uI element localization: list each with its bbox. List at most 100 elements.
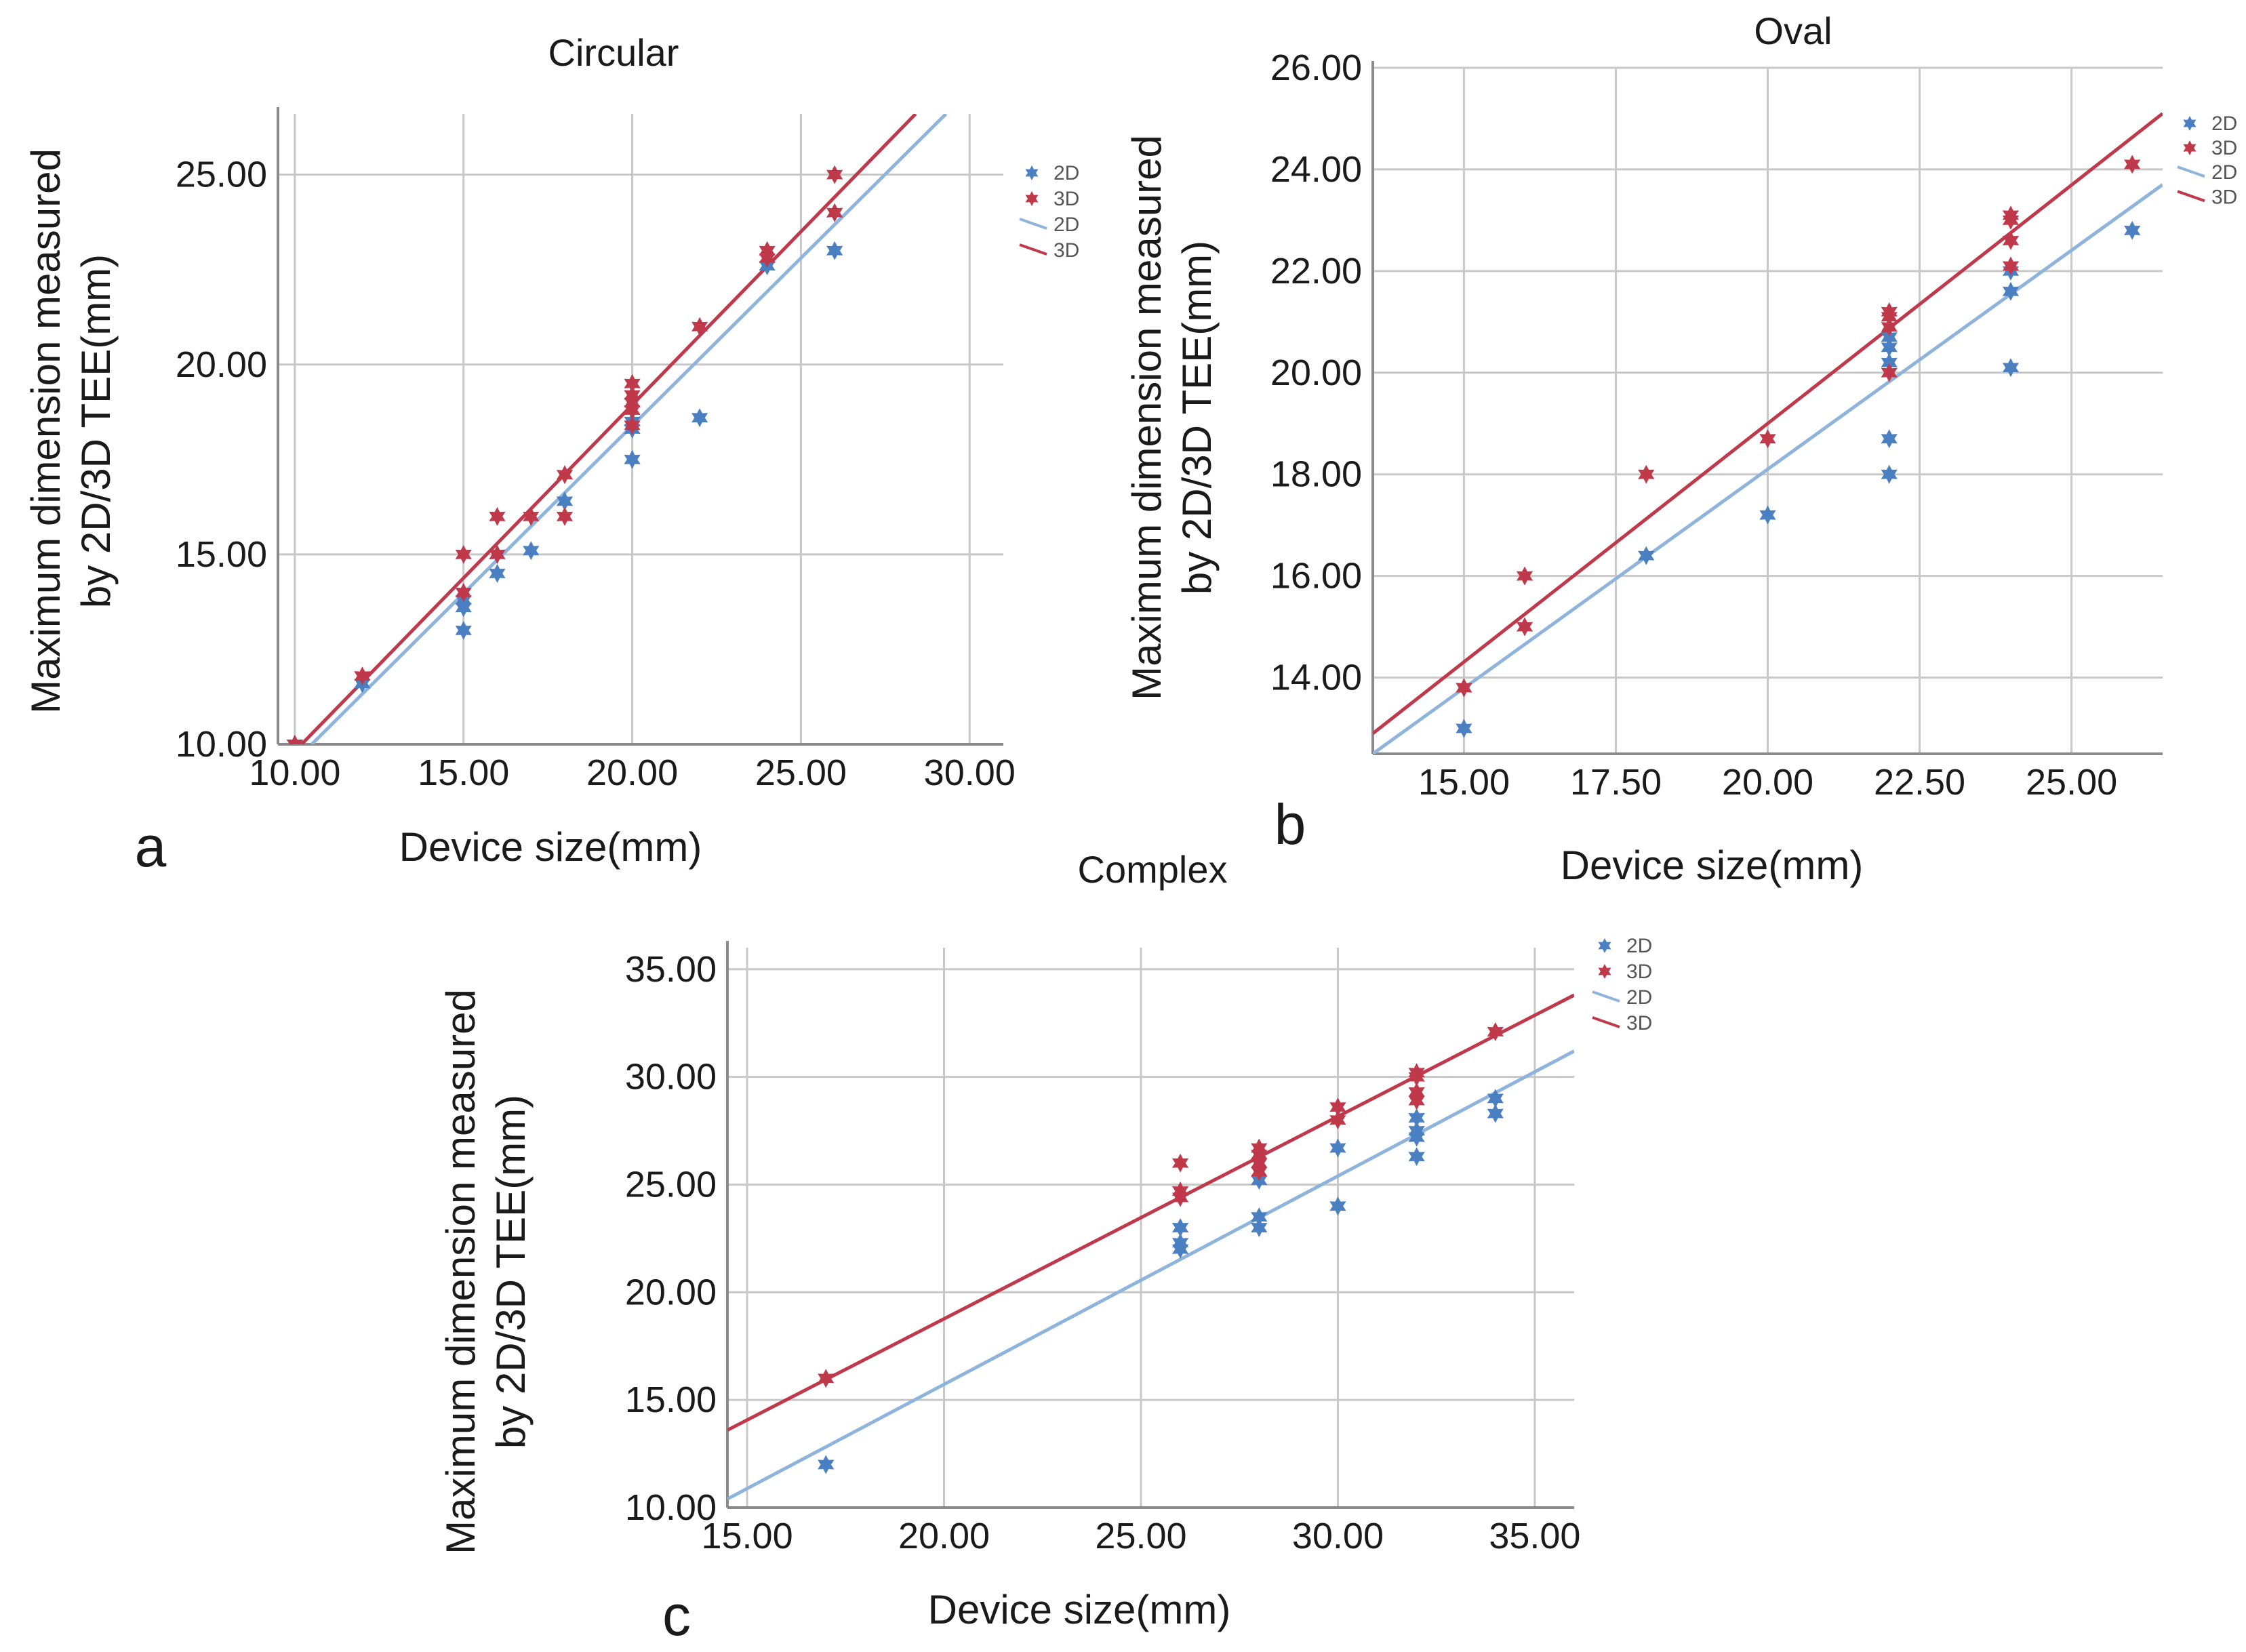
- x-tick-label: 30.00: [1292, 1516, 1384, 1556]
- fit-line-2d: [1373, 183, 2163, 754]
- legend-label: 3D: [1054, 239, 1079, 262]
- x-tick-label: 25.00: [755, 752, 847, 793]
- chart-title: Complex: [1078, 848, 1228, 891]
- point-2d: [1251, 1218, 1268, 1237]
- fit-line-2d: [727, 1049, 1574, 1501]
- chart-title: Oval: [1754, 9, 1832, 52]
- chart-title: Circular: [548, 31, 679, 74]
- point-3d: [818, 1369, 835, 1388]
- point-3d: [1516, 617, 1533, 637]
- point-3d: [624, 374, 641, 393]
- plot-area: [1373, 112, 2163, 754]
- legend-label: 2D: [1626, 986, 1652, 1009]
- legend-line-3d: [1592, 1016, 1620, 1028]
- point-3d: [1251, 1138, 1268, 1158]
- y-tick-label: 20.00: [625, 1272, 717, 1312]
- point-3d: [523, 506, 540, 526]
- point-3d: [2124, 155, 2141, 174]
- legend-line-2d: [1019, 218, 1047, 230]
- legend-line-2d: [2177, 165, 2205, 178]
- point-3d: [1171, 1153, 1189, 1173]
- y-tick-label: 22.00: [1270, 251, 1362, 291]
- point-3d: [2002, 205, 2020, 225]
- legend-marker-3d: [2183, 140, 2197, 156]
- y-axis-label-line1: Maximum dimension measured: [438, 989, 483, 1554]
- point-3d: [1516, 566, 1533, 586]
- point-3d: [826, 165, 843, 184]
- point-3d: [2002, 230, 2020, 250]
- legend-marker-2d: [2183, 116, 2197, 131]
- x-tick-label: 20.00: [586, 752, 678, 793]
- legend-label: 2D: [1054, 162, 1079, 184]
- x-tick-label: 10.00: [249, 752, 340, 793]
- point-2d: [2002, 358, 2020, 378]
- y-axis-label-line1: Maximum dimension measured: [23, 148, 68, 714]
- legend-line-2d: [1592, 990, 1620, 1003]
- plot-area: [727, 993, 1574, 1501]
- y-tick-label: 20.00: [1270, 352, 1362, 393]
- y-tick-label: 25.00: [625, 1164, 717, 1205]
- point-3d: [455, 544, 472, 564]
- plot-area: [286, 114, 948, 744]
- point-3d: [489, 506, 506, 526]
- point-2d: [455, 620, 472, 640]
- point-3d: [354, 666, 371, 686]
- x-tick-label: 20.00: [898, 1516, 990, 1556]
- y-axis-label: Maximum dimension measured by 2D/3D TEE(m…: [23, 148, 119, 714]
- y-axis-label-line2: by 2D/3D TEE(mm): [73, 254, 119, 608]
- point-2d: [1171, 1218, 1189, 1237]
- y-tick-label: 26.00: [1270, 47, 1362, 88]
- legend-label: 3D: [1626, 1012, 1652, 1034]
- x-axis-label: Device size(mm): [399, 824, 702, 870]
- point-2d: [1638, 546, 1655, 565]
- point-2d: [1881, 327, 1898, 347]
- point-2d: [2124, 220, 2141, 240]
- legend-label: 3D: [1054, 188, 1079, 210]
- point-3d: [1329, 1110, 1346, 1130]
- panel-label: b: [1275, 792, 1306, 856]
- y-axis-label: Maximum dimension measured by 2D/3D TEE(m…: [438, 989, 534, 1554]
- y-axis-label-line2: by 2D/3D TEE(mm): [488, 1095, 534, 1449]
- point-3d: [1881, 302, 1898, 321]
- legend-label: 2D: [2211, 113, 2237, 135]
- y-tick-label: 25.00: [176, 155, 267, 195]
- point-2d: [523, 541, 540, 561]
- point-2d: [1881, 429, 1898, 449]
- point-3d: [759, 241, 776, 260]
- y-tick-label: 35.00: [625, 949, 717, 990]
- point-2d: [826, 241, 843, 260]
- y-axis-label-line1: Maximum dimension measured: [1124, 135, 1169, 700]
- point-3d: [489, 544, 506, 564]
- x-tick-label: 15.00: [701, 1516, 793, 1556]
- point-3d: [1881, 317, 1898, 337]
- fit-line-3d: [1373, 112, 2163, 735]
- x-axis-label: Device size(mm): [928, 1587, 1231, 1632]
- point-3d: [1408, 1082, 1425, 1102]
- panel-label: a: [135, 815, 167, 879]
- y-tick-label: 16.00: [1270, 556, 1362, 597]
- point-3d: [1881, 363, 1898, 382]
- point-3d: [455, 582, 472, 602]
- point-3d: [1487, 1022, 1504, 1041]
- legend-marker-3d: [1025, 191, 1039, 206]
- point-3d: [1329, 1097, 1346, 1117]
- point-2d: [1456, 719, 1472, 738]
- chart-panel-a: 10.00 15.00 20.00 25.00 30.00 10.00 15.00 20.00…: [23, 31, 1079, 879]
- legend-label: 3D: [2211, 137, 2237, 159]
- point-2d: [556, 491, 574, 511]
- point-2d: [1759, 505, 1776, 525]
- legend-label: 2D: [1054, 214, 1079, 236]
- x-tick-label: 17.50: [1570, 762, 1662, 803]
- legend-label: 2D: [1626, 935, 1652, 957]
- x-tick-label: 25.00: [1095, 1516, 1186, 1556]
- fit-line-3d: [727, 993, 1574, 1432]
- y-tick-label: 24.00: [1270, 149, 1362, 190]
- point-2d: [1329, 1196, 1346, 1216]
- point-3d: [556, 506, 574, 526]
- point-2d: [1487, 1089, 1504, 1108]
- y-axis-label-line2: by 2D/3D TEE(mm): [1174, 241, 1220, 595]
- point-3d: [691, 317, 708, 336]
- y-tick-label: 15.00: [176, 534, 267, 575]
- legend-label: 2D: [2211, 161, 2237, 184]
- point-3d: [1638, 464, 1655, 484]
